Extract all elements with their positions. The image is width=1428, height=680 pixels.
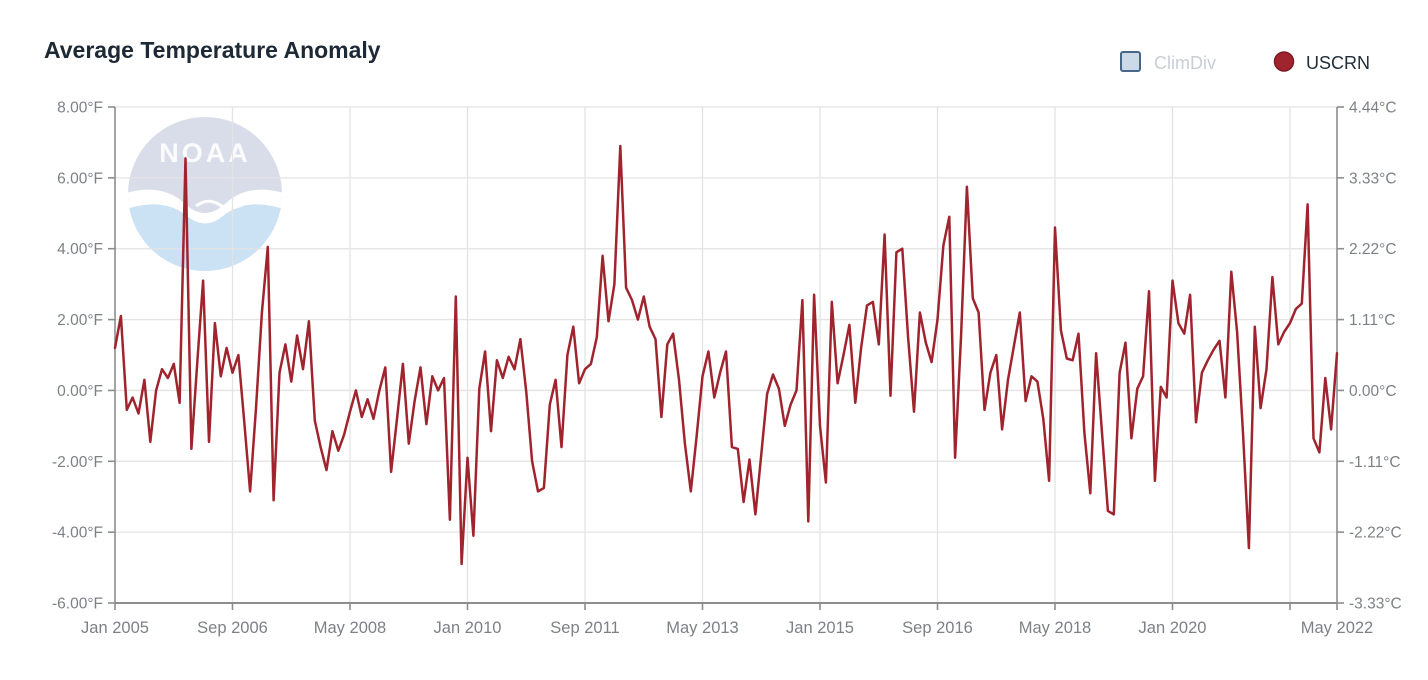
uscrn-circle-marker-icon bbox=[1273, 51, 1295, 72]
tick-labels-layer: 8.00°F 4.44°C 6.00°F 3.33°C 4.00°F 2.22°C 2.00… bbox=[52, 100, 1402, 638]
x-tick-label: May 2008 bbox=[314, 619, 386, 637]
y-tick-label-c: -1.11°C bbox=[1349, 454, 1401, 471]
y-tick-label-c: 4.44°C bbox=[1349, 100, 1397, 117]
y-tick-label-f: 4.00°F bbox=[57, 241, 103, 258]
x-tick-label: Jan 2015 bbox=[786, 619, 854, 637]
axes-layer bbox=[108, 106, 1344, 610]
series-layer bbox=[113, 144, 1339, 566]
y-tick-label-c: -3.33°C bbox=[1349, 596, 1402, 613]
x-tick-label: May 2022 bbox=[1301, 619, 1373, 637]
legend-label-climdiv: ClimDiv bbox=[1154, 53, 1216, 73]
legend: ClimDiv USCRN bbox=[1120, 51, 1371, 73]
x-tick-label: Jan 2020 bbox=[1139, 619, 1207, 637]
climdiv-square-marker-icon bbox=[1120, 51, 1141, 72]
uscrn-series-line bbox=[113, 144, 1339, 566]
y-tick-label-f: 8.00°F bbox=[57, 100, 103, 117]
legend-label-uscrn: USCRN bbox=[1306, 53, 1370, 73]
y-tick-label-c: -2.22°C bbox=[1349, 525, 1402, 542]
noaa-logo-watermark: NOAA bbox=[128, 117, 282, 271]
y-tick-label-f: -2.00°F bbox=[52, 454, 103, 471]
x-tick-label: Jan 2010 bbox=[434, 619, 502, 637]
y-tick-label-c: 0.00°C bbox=[1349, 383, 1397, 400]
x-tick-label: Sep 2006 bbox=[197, 619, 268, 637]
y-tick-label-f: 6.00°F bbox=[57, 170, 103, 187]
noaa-logo-ocean bbox=[128, 204, 282, 271]
y-tick-label-f: -4.00°F bbox=[52, 525, 103, 542]
x-tick-label: Sep 2011 bbox=[550, 619, 619, 637]
noaa-watermark-text: NOAA bbox=[159, 138, 251, 168]
chart-title: Average Temperature Anomaly bbox=[44, 37, 381, 63]
y-tick-label-c: 3.33°C bbox=[1349, 170, 1397, 187]
y-tick-label-c: 2.22°C bbox=[1349, 241, 1397, 258]
x-tick-label: Jan 2005 bbox=[81, 619, 149, 637]
y-tick-label-f: -6.00°F bbox=[52, 596, 103, 613]
legend-item-uscrn[interactable]: USCRN bbox=[1273, 51, 1371, 73]
x-tick-label: May 2018 bbox=[1019, 619, 1091, 637]
y-tick-label-f: 2.00°F bbox=[57, 312, 103, 329]
x-tick-label: Sep 2016 bbox=[902, 619, 973, 637]
y-tick-label-f: 0.00°F bbox=[57, 383, 103, 400]
x-tick-label: May 2013 bbox=[666, 619, 738, 637]
legend-item-climdiv[interactable]: ClimDiv bbox=[1120, 51, 1216, 73]
noaa-logo-gull-icon bbox=[195, 199, 247, 210]
y-tick-label-c: 1.11°C bbox=[1349, 312, 1395, 329]
